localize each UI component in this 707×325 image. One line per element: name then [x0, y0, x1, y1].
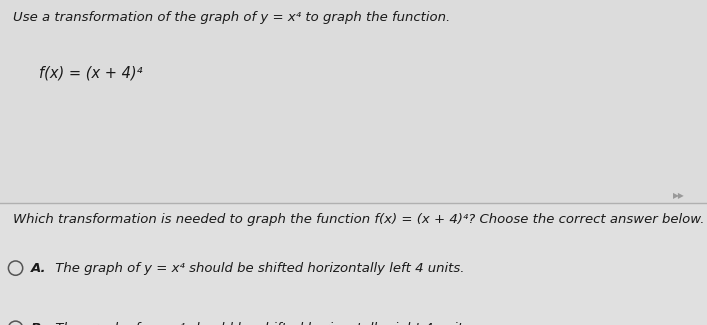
Text: A.: A. [31, 262, 47, 275]
Text: B.: B. [31, 322, 47, 325]
Text: Which transformation is needed to graph the function f(x) = (x + 4)⁴? Choose the: Which transformation is needed to graph … [13, 213, 704, 226]
Text: Use a transformation of the graph of y = x⁴ to graph the function.: Use a transformation of the graph of y =… [13, 11, 450, 24]
Text: The graph of y = x⁴ should be shifted horizontally left 4 units.: The graph of y = x⁴ should be shifted ho… [51, 262, 464, 275]
Text: ▶▶: ▶▶ [673, 191, 684, 200]
Text: f(x) = (x + 4)⁴: f(x) = (x + 4)⁴ [39, 65, 142, 80]
Bar [0, 0, 707, 203]
Bar [0, 203, 707, 325]
Text: The graph of y = x⁴ should be shifted horizontally right 4 units.: The graph of y = x⁴ should be shifted ho… [51, 322, 474, 325]
